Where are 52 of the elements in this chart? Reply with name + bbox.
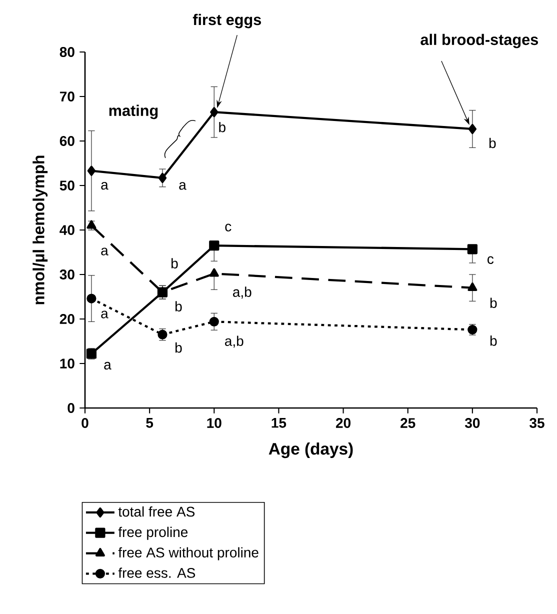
y-tick-label: 70 xyxy=(60,92,74,102)
x-tick-label: 10 xyxy=(207,418,222,428)
y-tick-label: 0 xyxy=(68,403,74,413)
y-tick-label: 40 xyxy=(60,225,74,235)
point xyxy=(468,124,476,134)
annotation: a xyxy=(101,182,108,190)
y-tick-label: 20 xyxy=(60,314,74,324)
point xyxy=(209,316,219,326)
point xyxy=(209,268,219,277)
annotation: c xyxy=(225,224,232,232)
annotation: a xyxy=(101,248,108,256)
point xyxy=(209,240,220,251)
y-tick-label: 50 xyxy=(60,180,74,190)
point xyxy=(467,244,478,254)
legend-label: free proline xyxy=(118,526,188,540)
annotation: mating xyxy=(109,104,158,120)
x-tick-label: 25 xyxy=(400,418,416,428)
x-tick-label: 35 xyxy=(530,418,544,428)
legend-label: free AS without proline xyxy=(118,547,258,560)
text: first eggs xyxy=(192,14,262,28)
annotation: a xyxy=(101,310,108,318)
x-axis-title: Age (days) xyxy=(268,442,353,458)
legend-label: total free AS xyxy=(118,506,195,517)
point xyxy=(210,107,218,118)
point xyxy=(468,282,478,292)
point xyxy=(87,166,96,176)
y-axis-title: nmol/µl hemolymph xyxy=(32,156,48,304)
annotation: c xyxy=(488,256,494,264)
y-tick-label: 30 xyxy=(60,270,74,280)
y-tick-label: 80 xyxy=(60,47,74,57)
legend-label: free ess. AS xyxy=(118,568,196,578)
y-tick-label: 60 xyxy=(60,136,74,146)
annotation: b xyxy=(490,336,497,346)
annotation: a,b xyxy=(225,336,244,348)
y-tick-label: 10 xyxy=(60,358,74,368)
x-tick-label: 30 xyxy=(464,418,480,428)
annotation: b xyxy=(490,298,497,308)
annotation: b xyxy=(171,258,178,268)
x-tick-label: 20 xyxy=(336,418,350,428)
point xyxy=(158,172,167,184)
annotation: a xyxy=(179,182,186,190)
annotation: b xyxy=(175,342,182,353)
annotation: b xyxy=(219,122,226,132)
point xyxy=(86,294,96,304)
annotation: a xyxy=(104,362,112,370)
text: all brood-stages xyxy=(420,34,538,48)
x-tick-label: 5 xyxy=(146,418,154,428)
annotation: b xyxy=(489,138,496,148)
x-tick-label: 15 xyxy=(272,418,286,428)
annotation: b xyxy=(175,301,182,312)
x-tick-label: 0 xyxy=(82,418,88,428)
annotation: a,b xyxy=(233,286,252,299)
